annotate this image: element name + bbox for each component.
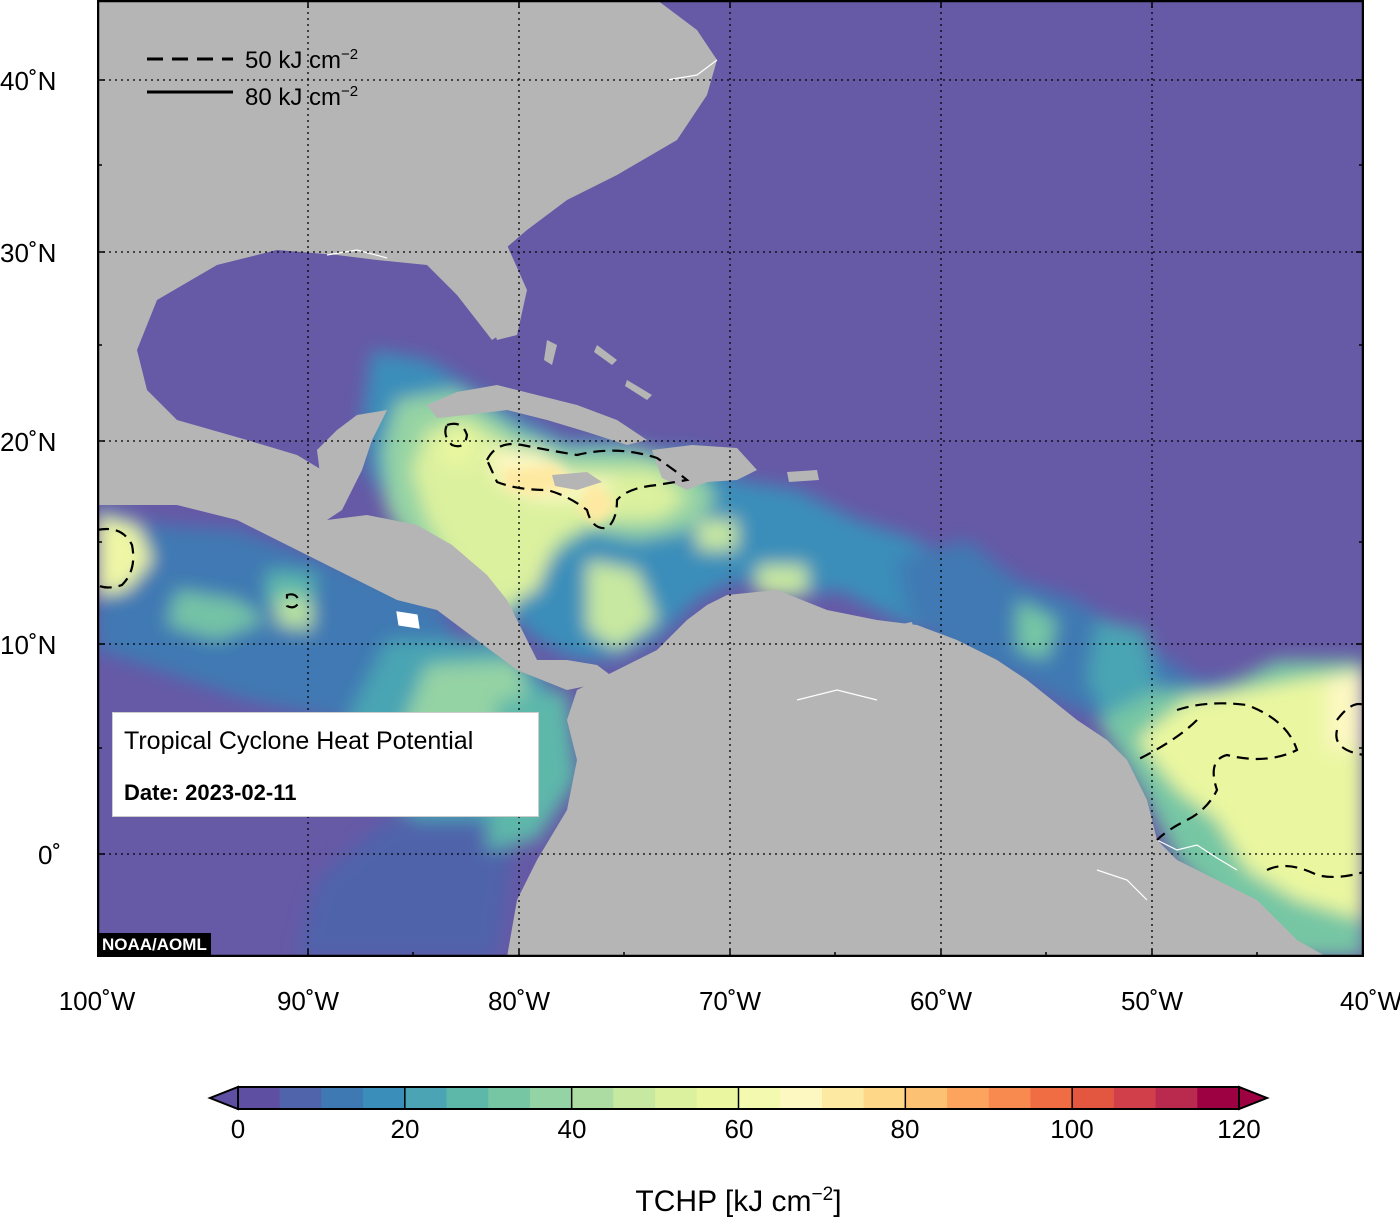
colorbar-tick-0: 0: [230, 1114, 246, 1144]
graticule: [97, 0, 1364, 957]
colorbar-min-arrow: [207, 1085, 239, 1111]
colorbar-segment: [947, 1087, 990, 1109]
colorbar-segment: [655, 1087, 698, 1109]
colorbar-tick-60: 60: [724, 1114, 754, 1144]
legend-label-50: 50 kJ cm−2: [245, 43, 358, 73]
lat-label-30n: 30˚N: [0, 238, 57, 268]
colorbar-segment: [905, 1087, 948, 1109]
colorbar-tick-100: 100: [1050, 1114, 1094, 1144]
contour-50-small: [285, 593, 301, 609]
map-border: [97, 0, 1364, 957]
colorbar: [0, 1075, 1400, 1135]
lon-label-40w: 40˚W: [1340, 986, 1400, 1016]
legend-label-50-text: 50 kJ cm: [245, 47, 342, 74]
legend-label-80-text: 80 kJ cm: [245, 84, 342, 111]
legend-label-80: 80 kJ cm−2: [245, 80, 358, 110]
colorbar-segment: [988, 1087, 1032, 1109]
colorbar-segment: [529, 1087, 573, 1109]
colorbar-segment: [1113, 1087, 1157, 1109]
lat-label-10n: 10˚N: [0, 630, 57, 660]
colorbar-segment: [279, 1087, 323, 1109]
colorbar-segment: [238, 1087, 281, 1109]
legend-label-80-exp: −2: [341, 83, 359, 100]
lon-label-50w: 50˚W: [1120, 986, 1184, 1016]
contour-50-pacific: [97, 527, 135, 589]
colorbar-segment: [571, 1087, 614, 1109]
colorbar-segment: [821, 1087, 865, 1109]
inland-water: [326, 59, 1238, 901]
colorbar-segment: [1072, 1087, 1115, 1109]
colorbar-segment: [446, 1087, 489, 1109]
lon-label-70w: 70˚W: [698, 986, 762, 1016]
lon-label-90w: 90˚W: [276, 986, 340, 1016]
colorbar-segment: [488, 1087, 531, 1109]
lat-label-40n: 40˚N: [0, 66, 57, 96]
colorbar-canvas: [207, 1085, 1270, 1111]
colorbar-segment: [613, 1087, 656, 1109]
credit-label: NOAA/AOML: [98, 933, 211, 957]
colorbar-segment: [1155, 1087, 1198, 1109]
colorbar-segment: [321, 1087, 364, 1109]
contour-50-cuba: [444, 422, 469, 448]
colorbar-tick-40: 40: [557, 1114, 587, 1144]
colorbar-segment: [1030, 1087, 1073, 1109]
lon-label-100w: 100˚W: [58, 986, 136, 1016]
lat-label-0: 0˚: [38, 840, 62, 870]
colorbar-segment: [738, 1087, 781, 1109]
lon-label-80w: 80˚W: [487, 986, 551, 1016]
landmasses: [97, 0, 1327, 957]
contour-50-atlantic: [1136, 702, 1364, 879]
colorbar-title-exp: −2: [811, 1184, 834, 1205]
info-box: Tropical Cyclone Heat Potential Date: 20…: [112, 712, 539, 817]
colorbar-tick-20: 20: [390, 1114, 420, 1144]
colorbar-segment: [404, 1087, 448, 1109]
map-title: Tropical Cyclone Heat Potential: [124, 727, 474, 755]
colorbar-title-end: ]: [833, 1185, 842, 1218]
colorbar-tick-80: 80: [890, 1114, 920, 1144]
colorbar-segment: [863, 1087, 906, 1109]
colorbar-max-arrow: [1238, 1085, 1270, 1111]
colorbar-segment: [363, 1087, 406, 1109]
colorbar-title-text: TCHP [kJ cm: [635, 1185, 812, 1218]
contour-lines: [97, 422, 1364, 879]
colorbar-segment: [1197, 1087, 1240, 1109]
colorbar-segment: [696, 1087, 740, 1109]
legend-label-50-exp: −2: [341, 46, 359, 63]
colorbar-tick-120: 120: [1217, 1114, 1261, 1144]
colorbar-title: TCHP [kJ cm−2]: [0, 1178, 1400, 1219]
lat-label-20n: 20˚N: [0, 427, 57, 457]
map-date: Date: 2023-02-11: [124, 780, 297, 805]
lon-label-60w: 60˚W: [909, 986, 973, 1016]
colorbar-segment: [780, 1087, 823, 1109]
